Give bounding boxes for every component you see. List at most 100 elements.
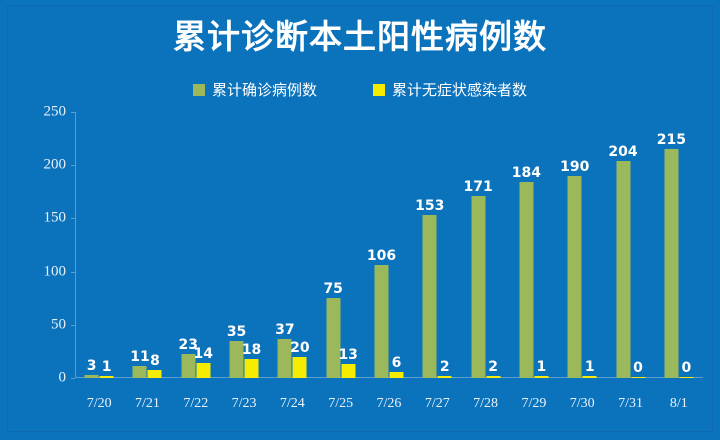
bar-value-label: 37: [275, 321, 295, 338]
bar-asymptomatic[interactable]: 2: [486, 360, 501, 378]
bar-group: 215 0: [656, 112, 702, 378]
legend-swatch-asymptomatic: [373, 83, 385, 96]
bar-pair: 190 1: [560, 112, 597, 378]
chart-legend: 累计确诊病例数 累计无症状感染者数: [0, 79, 720, 100]
y-axis-tick-label: 0: [58, 369, 67, 386]
bar-value-label: 75: [323, 281, 343, 298]
bar-confirmed[interactable]: 3: [84, 359, 99, 378]
bar-value-label: 11: [130, 349, 150, 366]
bar-pair: 11 8: [130, 112, 162, 378]
bar-confirmed[interactable]: 106: [367, 249, 396, 378]
legend-item-asymptomatic[interactable]: 累计无症状感染者数: [373, 79, 527, 100]
bar-asymptomatic[interactable]: 1: [99, 360, 114, 378]
bar-groups: 3 1 11 8 23 14 35 18 37 20 75 13 106 6 153 2 171 2 184 1 190…: [75, 112, 703, 378]
bar-confirmed[interactable]: 37: [275, 323, 295, 378]
bar-value-label: 1: [584, 359, 595, 375]
bar-confirmed[interactable]: 75: [323, 282, 343, 378]
x-axis-tick-label: 7/30: [569, 396, 595, 411]
bar-pair: 23 14: [179, 112, 213, 378]
bar-confirmed[interactable]: 184: [512, 166, 541, 378]
bar-value-label: 2: [439, 358, 450, 375]
bar-pair: 75 13: [323, 112, 358, 378]
x-axis-line: [75, 377, 703, 378]
bar-value-label: 215: [656, 132, 686, 149]
bar-confirmed[interactable]: 11: [130, 350, 150, 378]
y-axis-tick-mark: [71, 378, 75, 379]
bar-asymptomatic[interactable]: 6: [389, 356, 404, 378]
x-axis-tick-label: 7/29: [521, 396, 547, 411]
bar-value-label: 0: [681, 360, 692, 376]
bar-confirmed[interactable]: 190: [560, 160, 589, 378]
x-axis-tick-label: 8/1: [669, 396, 688, 411]
x-axis-tick-label: 7/22: [183, 396, 209, 411]
bar-group: 11 8: [124, 112, 170, 378]
bar-asymptomatic[interactable]: 14: [194, 347, 213, 378]
bar-value-label: 8: [150, 352, 160, 369]
bar-asymptomatic[interactable]: 8: [147, 354, 162, 378]
bar-pair: 106 6: [367, 112, 404, 378]
bar-asymptomatic[interactable]: 0: [631, 361, 646, 378]
bar-value-label: 14: [193, 346, 214, 363]
y-axis-tick-mark: [71, 112, 75, 113]
bar-value-label: 1: [101, 359, 112, 375]
bar-confirmed[interactable]: 35: [227, 325, 246, 378]
bar-pair: 153 2: [415, 112, 452, 378]
bar-value-label: 204: [608, 143, 638, 160]
bar-value-label: 6: [391, 354, 402, 371]
y-axis-tick-label: 50: [51, 316, 66, 333]
y-axis-tick-label: 100: [43, 263, 67, 280]
bar-group: 171 2: [463, 112, 509, 378]
x-axis-tick-label: 7/31: [618, 396, 643, 411]
bar-value-label: 184: [511, 165, 542, 182]
bar-value-label: 106: [366, 248, 397, 265]
bar-group: 23 14: [173, 112, 219, 378]
bar-asymptomatic[interactable]: 2: [437, 360, 452, 378]
bar-value-label: 171: [463, 179, 493, 196]
bar-asymptomatic[interactable]: 0: [679, 361, 694, 378]
bar-value-label: 3: [86, 357, 97, 374]
bar-confirmed[interactable]: 204: [608, 145, 638, 378]
bar-confirmed[interactable]: 215: [657, 133, 686, 378]
bar-asymptomatic[interactable]: 18: [242, 343, 261, 378]
bar-group: 106 6: [366, 112, 412, 378]
bar-asymptomatic[interactable]: 1: [582, 360, 597, 378]
bar-confirmed[interactable]: 171: [463, 180, 493, 378]
x-axis-tick-label: 7/23: [231, 396, 257, 411]
bar-pair: 37 20: [275, 112, 310, 378]
bar-asymptomatic[interactable]: 20: [290, 341, 310, 378]
y-axis-line: [75, 112, 76, 378]
y-axis-tick-label: 250: [43, 103, 67, 120]
x-axis-tick-label: 7/20: [86, 396, 112, 411]
x-axis-tick-label: 7/21: [135, 396, 160, 411]
y-axis-tick-mark: [71, 271, 75, 273]
bar-value-label: 23: [178, 336, 199, 353]
bar-group: 184 1: [511, 112, 557, 378]
chart-title: 累计诊断本土阳性病例数: [173, 17, 547, 56]
bar-confirmed[interactable]: 23: [179, 338, 198, 378]
bar-pair: 35 18: [227, 112, 261, 378]
bar-group: 75 13: [318, 112, 364, 378]
bar-asymptomatic[interactable]: 13: [338, 348, 358, 378]
bar-group: 37 20: [269, 112, 315, 378]
legend-label-asymptomatic: 累计无症状感染者数: [392, 81, 528, 99]
y-axis-tick-mark: [71, 165, 75, 167]
x-axis-tick-label: 7/28: [473, 396, 499, 411]
legend-item-confirmed[interactable]: 累计确诊病例数: [192, 79, 317, 100]
bar-group: 204 0: [608, 112, 654, 378]
x-axis-tick-label: 7/26: [376, 396, 402, 411]
bar-pair: 171 2: [463, 112, 501, 378]
bar-value-label: 35: [226, 323, 247, 340]
bar-value-label: 20: [290, 339, 310, 356]
bar-pair: 184 1: [512, 112, 549, 378]
bar-asymptomatic[interactable]: 1: [534, 360, 549, 378]
bar-value-label: 1: [536, 359, 547, 375]
y-axis-tick-mark: [71, 218, 75, 220]
y-axis-tick-mark: [71, 324, 75, 326]
bar-value-label: 0: [633, 360, 643, 376]
bar-pair: 204 0: [608, 112, 646, 378]
bar-value-label: 2: [488, 358, 498, 375]
x-axis-tick-label: 7/27: [424, 396, 450, 411]
bar-confirmed[interactable]: 153: [415, 199, 444, 378]
x-axis-tick-label: 7/24: [279, 396, 305, 411]
